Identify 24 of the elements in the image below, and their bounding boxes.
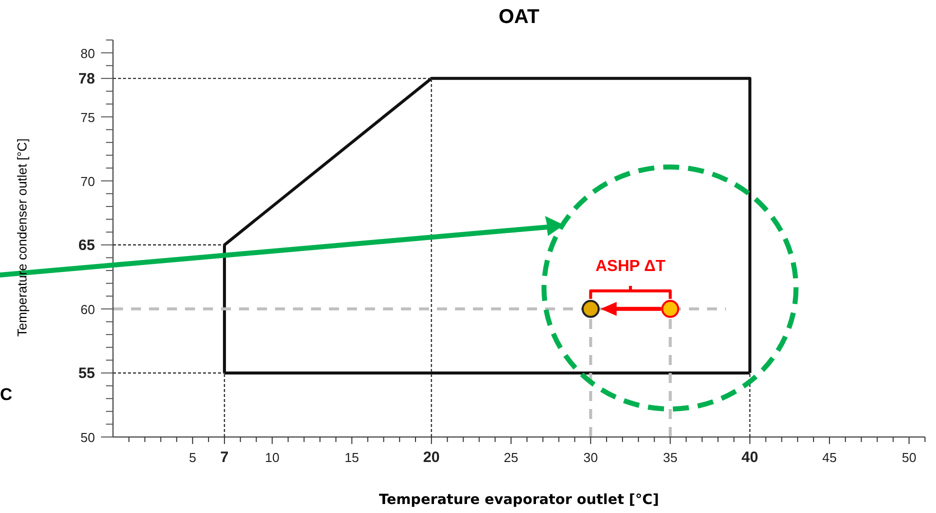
x-axis-title: Temperature evaporator outlet [°C] (378, 492, 660, 508)
x-tick-label: 15 (344, 450, 360, 465)
y-tick-label: 80 (80, 46, 95, 61)
y-axis-title: Temperature condenser outlet [°C] (14, 137, 30, 339)
x-tick-label: 7 (220, 449, 229, 466)
x-tick-label: 25 (504, 450, 518, 465)
x-tick-label: 5 (188, 450, 196, 465)
y-tick-label: 55 (78, 364, 95, 382)
chart-title: OAT (498, 6, 540, 29)
y-tick-label: 70 (80, 174, 95, 189)
y-tick-label: 75 (80, 110, 95, 125)
x-tick-label: 50 (902, 450, 916, 465)
x-tick-label: 40 (742, 449, 758, 466)
x-tick-label: 20 (423, 449, 440, 466)
x-tick-label: 45 (822, 450, 837, 465)
annotation: ASHP ΔT (596, 258, 666, 275)
y-tick-label: 78 (78, 70, 95, 88)
x-tick-label: 30 (583, 450, 598, 465)
y-tick-label: 50 (80, 430, 95, 445)
x-tick-label: 35 (663, 450, 678, 465)
text: C (0, 385, 12, 405)
y-tick-label: 60 (80, 302, 95, 317)
y-tick-label: 65 (78, 236, 95, 254)
x-tick-label: 10 (264, 450, 280, 465)
